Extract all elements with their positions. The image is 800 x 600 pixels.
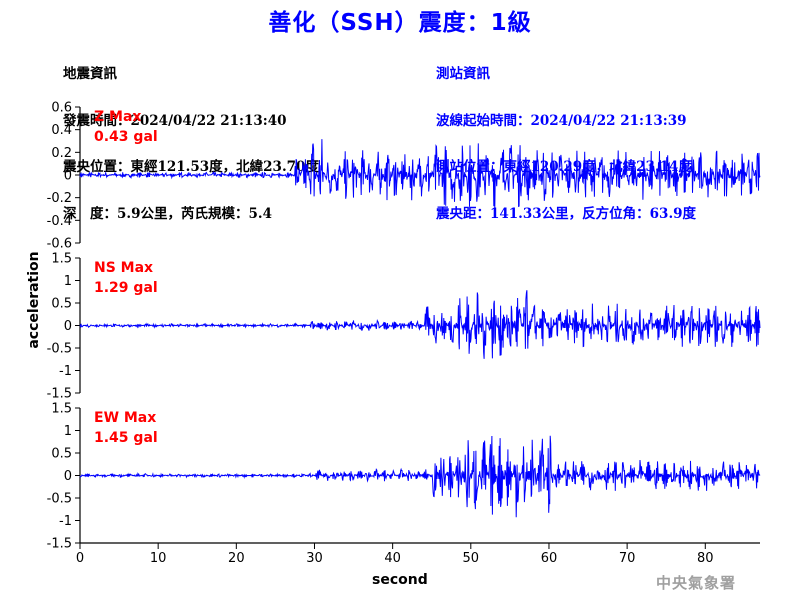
epicentral-distance: 震央距：141.33公里，反方位角：63.9度	[436, 205, 697, 222]
waveform-z	[79, 139, 761, 209]
y-tick-label: 1	[64, 424, 72, 439]
y-tick-label: -1	[59, 514, 72, 529]
x-tick-label: 60	[541, 551, 558, 566]
y-tick-label: 1.5	[51, 252, 72, 267]
y-tick-label: -0.6	[47, 237, 72, 252]
ns-max-title: NS Max	[94, 260, 154, 276]
y-tick-label: -0.2	[47, 191, 72, 206]
station-info-heading: 測站資訊	[436, 66, 490, 82]
y-tick-label: 1	[64, 274, 72, 289]
y-tick-label: 0.5	[51, 447, 72, 462]
y-tick-label: -1.5	[47, 537, 72, 552]
x-axis-label: second	[372, 572, 428, 588]
y-tick-label: 0.6	[51, 101, 72, 116]
y-tick-label: 0.4	[51, 123, 72, 138]
z-max-value: 0.43 gal	[94, 129, 158, 145]
x-tick-label: 50	[463, 551, 480, 566]
x-tick-label: 0	[76, 551, 84, 566]
y-tick-label: -0.5	[47, 492, 72, 507]
agency-watermark: 中央氣象署	[656, 574, 737, 592]
waveform-ns	[79, 290, 761, 359]
x-tick-label: 80	[697, 551, 714, 566]
y-tick-label: 0	[64, 319, 72, 334]
z-max-label: Z Max 0.43 gal	[94, 107, 158, 147]
x-tick-label: 30	[306, 551, 323, 566]
y-tick-label: 0	[64, 469, 72, 484]
origin-time: 發震時間：2024/04/22 21:13:40	[63, 112, 287, 129]
ew-max-label: EW Max 1.45 gal	[94, 408, 158, 448]
earthquake-info-heading: 地震資訊	[63, 66, 117, 82]
y-tick-label: 0.2	[51, 146, 72, 161]
waveform-ew	[79, 435, 761, 518]
waveform-start-time: 波線起始時間：2024/04/22 21:13:39	[436, 112, 687, 129]
station-info: 測站資訊 波線起始時間：2024/04/22 21:13:39 測站位置：東經1…	[436, 36, 696, 238]
y-tick-label: -0.5	[47, 342, 72, 357]
ns-max-value: 1.29 gal	[94, 280, 158, 296]
ew-max-value: 1.45 gal	[94, 430, 158, 446]
y-axis-label: acceleration	[26, 251, 42, 349]
epicenter-location: 震央位置：東經121.53度，北緯23.70度	[63, 159, 319, 175]
y-tick-label: 0	[64, 169, 72, 184]
x-tick-label: 10	[150, 551, 167, 566]
depth-magnitude: 深 度：5.9公里，芮氏規模：5.4	[63, 205, 272, 222]
x-tick-label: 40	[384, 551, 401, 566]
y-tick-label: -1.5	[47, 387, 72, 402]
y-tick-label: -0.4	[47, 214, 72, 229]
x-tick-label: 20	[228, 551, 245, 566]
ew-max-title: EW Max	[94, 410, 157, 426]
y-tick-label: -1	[59, 364, 72, 379]
y-tick-label: 1.5	[51, 402, 72, 417]
page-title: 善化（SSH）震度：1級	[268, 10, 532, 36]
z-max-title: Z Max	[94, 109, 142, 125]
ns-max-label: NS Max 1.29 gal	[94, 258, 158, 298]
y-tick-label: 0.5	[51, 297, 72, 312]
x-tick-label: 70	[619, 551, 636, 566]
earthquake-info: 地震資訊 發震時間：2024/04/22 21:13:40 震央位置：東經121…	[63, 36, 319, 238]
